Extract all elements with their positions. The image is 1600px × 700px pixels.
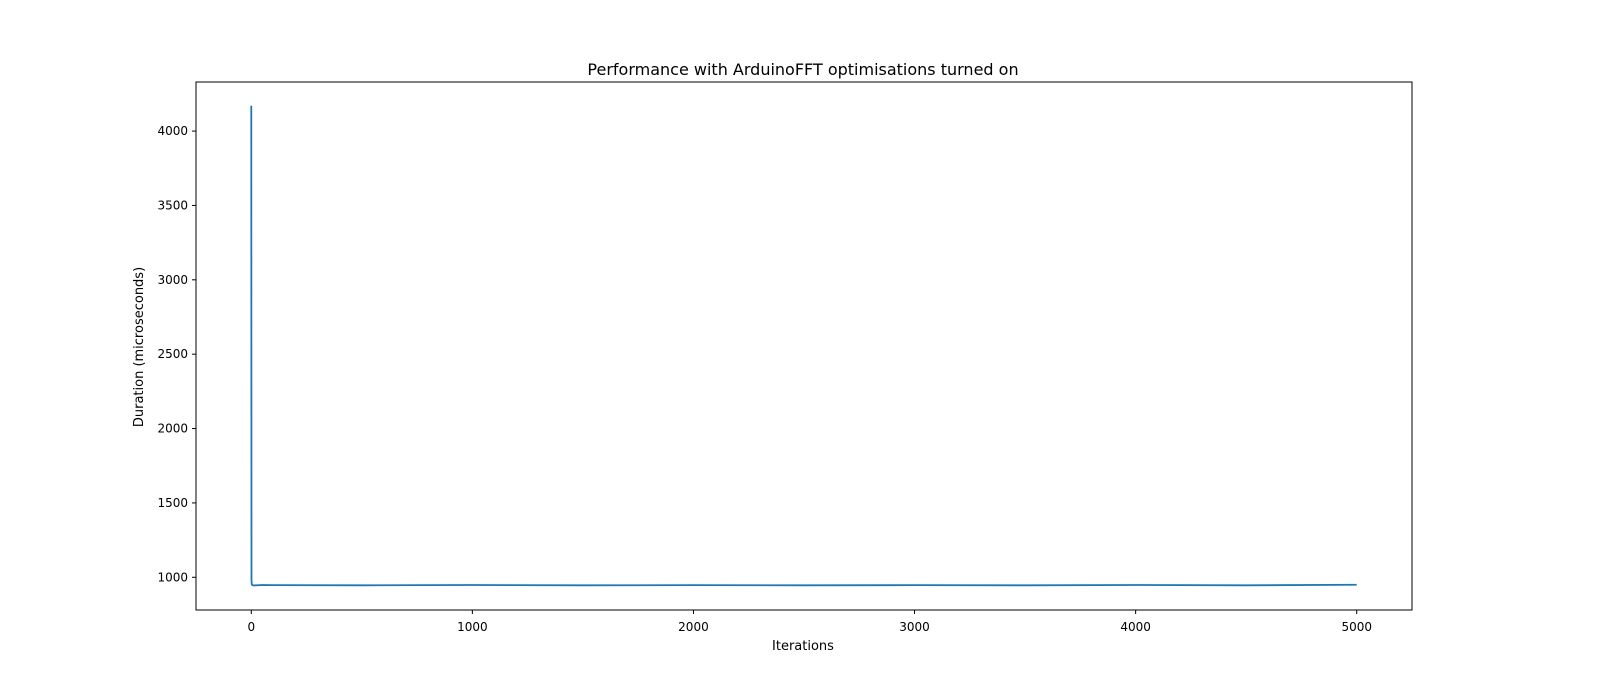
axes-frame xyxy=(195,81,1413,611)
x-axis: 0 1000 2000 3000 4000 5000 xyxy=(247,610,1372,634)
x-tick-label: 4000 xyxy=(1120,620,1151,634)
y-tick-label: 1000 xyxy=(157,570,188,584)
y-axis-label: Duration (microseconds) xyxy=(132,267,147,427)
y-axis: 1000 1500 2000 2500 3000 3500 4000 xyxy=(157,124,196,584)
series-line-0 xyxy=(250,105,1357,587)
y-tick-label: 3000 xyxy=(157,273,188,287)
x-axis-label: Iterations xyxy=(772,639,834,654)
x-tick-label: 1000 xyxy=(457,620,488,634)
chart-title: Performance with ArduinoFFT optimisation… xyxy=(587,60,1018,79)
plot-area xyxy=(250,105,1357,587)
x-tick-label: 5000 xyxy=(1341,620,1372,634)
y-tick-label: 2000 xyxy=(157,422,188,436)
x-tick-label: 2000 xyxy=(678,620,709,634)
y-tick-label: 3500 xyxy=(157,198,188,212)
y-tick-label: 2500 xyxy=(157,347,188,361)
y-tick-label: 4000 xyxy=(157,124,188,138)
x-tick-label: 3000 xyxy=(899,620,930,634)
y-tick-label: 1500 xyxy=(157,496,188,510)
x-tick-label: 0 xyxy=(247,620,255,634)
